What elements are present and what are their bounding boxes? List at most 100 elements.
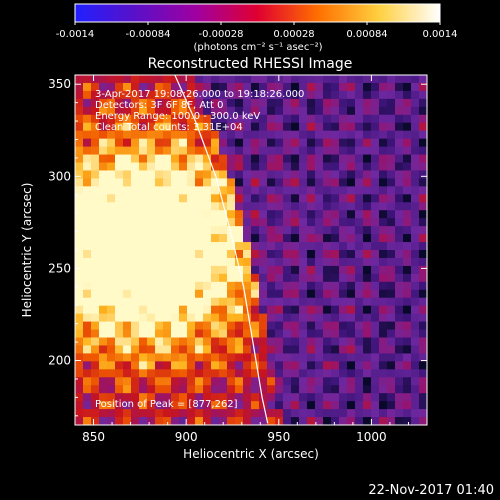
heatmap-cell — [307, 305, 316, 315]
heatmap-cell — [379, 194, 388, 203]
heatmap-cell — [195, 305, 204, 315]
heatmap-cell — [243, 146, 252, 156]
heatmap-cell — [347, 297, 356, 307]
heatmap-cell — [75, 385, 84, 394]
heatmap-cell — [315, 106, 324, 116]
heatmap-cell — [283, 377, 292, 386]
heatmap-cell — [299, 257, 308, 267]
heatmap-cell — [299, 250, 308, 259]
heatmap-cell — [115, 202, 124, 211]
heatmap-cell — [283, 82, 292, 92]
heatmap-cell — [243, 289, 252, 299]
heatmap-cell — [227, 250, 236, 259]
heatmap-cell — [195, 234, 204, 243]
heatmap-cell — [171, 90, 180, 100]
heatmap-cell — [395, 257, 404, 267]
heatmap-cell — [163, 353, 172, 362]
heatmap-cell — [259, 186, 268, 195]
heatmap-cell — [347, 130, 356, 140]
heatmap-cell — [123, 393, 132, 402]
heatmap-cell — [315, 313, 324, 323]
heatmap-cell — [115, 242, 124, 251]
heatmap-cell — [147, 409, 156, 418]
heatmap-cell — [323, 265, 332, 275]
y-tick-label: 250 — [48, 261, 71, 275]
heatmap-cell — [299, 210, 308, 219]
heatmap-cell — [307, 361, 316, 370]
heatmap-cell — [267, 345, 276, 354]
heatmap-cell — [339, 250, 348, 259]
heatmap-cell — [267, 242, 276, 251]
heatmap-cell — [419, 281, 427, 291]
heatmap-cell — [139, 250, 148, 259]
heatmap-cell — [99, 75, 108, 84]
heatmap-cell — [371, 257, 380, 267]
heatmap-cell — [139, 130, 148, 140]
heatmap-cell — [307, 122, 316, 132]
heatmap-cell — [315, 154, 324, 164]
heatmap-cell — [299, 178, 308, 187]
heatmap-cell — [395, 75, 404, 84]
heatmap-cell — [259, 281, 268, 291]
heatmap-cell — [251, 265, 260, 275]
heatmap-cell — [323, 146, 332, 156]
heatmap-cell — [363, 337, 372, 347]
heatmap-cell — [299, 106, 308, 116]
heatmap-cell — [355, 273, 364, 283]
heatmap-cell — [307, 377, 316, 386]
heatmap-cell — [347, 242, 356, 251]
heatmap-cell — [99, 98, 108, 108]
heatmap-cell — [419, 393, 427, 402]
heatmap-cell — [195, 242, 204, 251]
heatmap-cell — [139, 265, 148, 275]
heatmap-cell — [163, 385, 172, 394]
heatmap-cell — [139, 409, 148, 418]
heatmap-cell — [323, 329, 332, 339]
heatmap-cell — [291, 297, 300, 307]
heatmap-cell — [139, 170, 148, 179]
heatmap-cell — [163, 377, 172, 386]
heatmap-cell — [339, 321, 348, 331]
heatmap-cell — [347, 337, 356, 347]
heatmap-cell — [371, 345, 380, 354]
heatmap-cell — [235, 170, 244, 179]
heatmap-cell — [243, 138, 252, 148]
heatmap-cell — [187, 75, 196, 84]
heatmap-cell — [395, 98, 404, 108]
heatmap-cell — [91, 242, 100, 251]
heatmap-cell — [147, 401, 156, 410]
heatmap-cell — [291, 393, 300, 402]
heatmap-cell — [411, 369, 420, 378]
heatmap-cell — [203, 194, 212, 203]
heatmap-cell — [355, 218, 364, 227]
heatmap-cell — [99, 114, 108, 124]
heatmap-cell — [115, 122, 124, 132]
heatmap-cell — [395, 162, 404, 172]
heatmap-cell — [107, 90, 116, 100]
heatmap-cell — [91, 281, 100, 291]
heatmap-cell — [355, 250, 364, 259]
heatmap-cell — [243, 210, 252, 219]
heatmap-cell — [403, 337, 412, 347]
heatmap-cell — [339, 114, 348, 124]
heatmap-cell — [251, 114, 260, 124]
heatmap-cell — [99, 130, 108, 140]
heatmap-cell — [155, 162, 164, 172]
heatmap-cell — [131, 321, 140, 331]
heatmap-cell — [259, 234, 268, 243]
heatmap-cell — [339, 130, 348, 140]
heatmap-cell — [323, 162, 332, 172]
heatmap-cell — [107, 226, 116, 235]
heatmap-cell — [403, 138, 412, 148]
heatmap-cell — [155, 377, 164, 386]
heatmap-cell — [371, 218, 380, 227]
heatmap-cell — [171, 82, 180, 92]
heatmap-cell — [323, 337, 332, 347]
heatmap-cell — [395, 130, 404, 140]
heatmap-cell — [291, 170, 300, 179]
heatmap-cell — [347, 369, 356, 378]
heatmap-cell — [139, 369, 148, 378]
heatmap-cell — [267, 353, 276, 362]
heatmap-cell — [131, 393, 140, 402]
heatmap-cell — [363, 393, 372, 402]
